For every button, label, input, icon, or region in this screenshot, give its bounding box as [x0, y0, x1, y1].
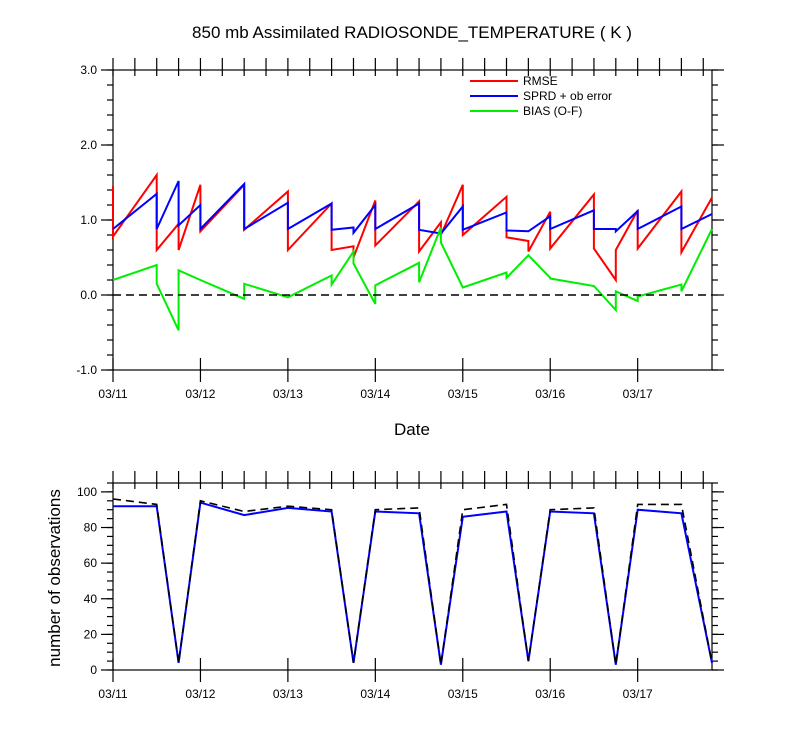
top-y-tick-label: 2.0: [80, 138, 97, 152]
top-plot-frame: [112, 69, 713, 371]
top-y-tick-label: 1.0: [80, 213, 97, 227]
top-x-tick-label: 03/14: [360, 387, 390, 401]
top-series-sprd-ob-error: [112, 180, 713, 236]
bottom-series-assimilated: [113, 501, 713, 665]
top-x-tick-label: 03/17: [623, 387, 653, 401]
bottom-y-tick-label: 100: [77, 485, 97, 499]
top-panel: -1.0 0.0 1.0 2.0 3.0 03/11 03/12 03/13 03/14 03/1…: [76, 58, 724, 401]
bottom-x-tick-label: 03/12: [185, 687, 215, 701]
bottom-plot-frame: [112, 482, 713, 671]
top-x-tick-label: 03/13: [273, 387, 303, 401]
top-x-tick-label: 03/11: [98, 387, 127, 401]
bottom-y-tick-label: 60: [84, 556, 98, 570]
bottom-y-axis-title: number of observations: [45, 489, 64, 667]
bottom-x-tick-label: 03/17: [623, 687, 653, 701]
bottom-y-tick-label: 20: [84, 627, 98, 641]
bottom-x-tick-label: 03/16: [535, 687, 565, 701]
legend-label-rmse: RMSE: [523, 74, 558, 88]
top-x-tick-label: 03/16: [535, 387, 565, 401]
top-x-axis-title: Date: [394, 420, 430, 439]
bottom-x-tick-label: 03/13: [273, 687, 303, 701]
bottom-x-tick-label: 03/14: [360, 687, 390, 701]
bottom-x-tick-label: 03/11: [98, 687, 127, 701]
bottom-y-tick-label: 40: [84, 592, 98, 606]
top-series-rmse: [112, 171, 713, 284]
bottom-series-total: [112, 498, 713, 665]
chart-title: 850 mb Assimilated RADIOSONDE_TEMPERATUR…: [192, 23, 632, 42]
top-series-bias-o-f: [112, 227, 713, 331]
bottom-y-tick-label: 80: [84, 521, 98, 535]
legend-label-bias-o-f: BIAS (O-F): [523, 104, 582, 118]
top-y-tick-label: 0.0: [80, 288, 97, 302]
top-x-tick-label: 03/15: [448, 387, 478, 401]
top-y-tick-label: 3.0: [80, 63, 97, 77]
legend-label-sprd-ob-error: SPRD + ob error: [523, 89, 612, 103]
bottom-y-tick-label: 0: [90, 663, 97, 677]
top-y-tick-label: -1.0: [76, 363, 97, 377]
bottom-x-tick-label: 03/15: [448, 687, 478, 701]
bottom-panel: 0 20 40 60 80 100 03/11 03/12 03/13 03/14 03/15 03/…: [77, 471, 724, 701]
top-x-tick-label: 03/12: [185, 387, 215, 401]
